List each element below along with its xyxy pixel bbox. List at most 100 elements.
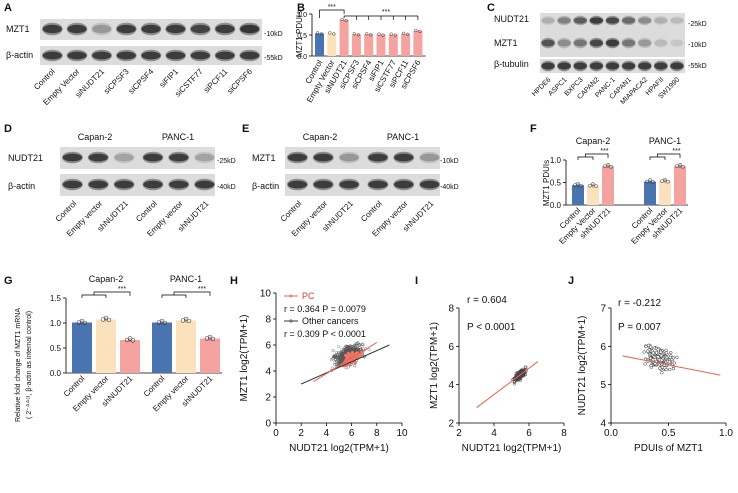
bar bbox=[327, 33, 337, 56]
band-actin bbox=[165, 49, 187, 62]
data-point bbox=[594, 184, 598, 188]
scatter-point bbox=[658, 366, 662, 370]
band-core bbox=[92, 51, 112, 60]
band-core bbox=[394, 180, 414, 189]
bar bbox=[401, 33, 411, 56]
scatter-point-other bbox=[335, 360, 339, 364]
group-label: PANC-1 bbox=[170, 274, 202, 284]
y-tick-label: 8 bbox=[448, 304, 454, 315]
scatter-point-other bbox=[355, 343, 359, 347]
bracket bbox=[81, 294, 107, 298]
band-core bbox=[622, 17, 636, 24]
band-core bbox=[166, 51, 186, 60]
scatter-point-other bbox=[337, 357, 341, 361]
y-tick-label: 4 bbox=[600, 419, 606, 430]
scatter-point-other bbox=[340, 355, 344, 359]
y-tick-label: 7 bbox=[600, 304, 606, 315]
sig-bracket bbox=[585, 153, 609, 158]
band-core bbox=[42, 51, 62, 60]
bar bbox=[659, 181, 671, 205]
stat-p: P = 0.007 bbox=[618, 322, 661, 333]
blot-label-actin: β-actin bbox=[8, 181, 35, 191]
lane-label: Control bbox=[134, 199, 159, 224]
band-mzt1 bbox=[605, 37, 620, 49]
band-target bbox=[142, 151, 164, 164]
sig-bracket bbox=[173, 291, 211, 296]
bar bbox=[376, 34, 386, 56]
band-nudt21 bbox=[573, 15, 588, 26]
y-axis-title: MZT1 log2(TPM+1) bbox=[429, 322, 440, 409]
x-axis-title: PDUIs of MZT1 bbox=[634, 443, 703, 454]
band-tubulin bbox=[621, 60, 636, 72]
y-tick-label: 6 bbox=[265, 341, 271, 352]
data-point bbox=[319, 32, 324, 36]
data-point bbox=[352, 32, 357, 36]
data-point bbox=[418, 29, 422, 34]
legend-label-pc: PC bbox=[302, 291, 315, 301]
band-core bbox=[622, 62, 636, 70]
band-mzt1 bbox=[66, 22, 88, 36]
data-point bbox=[332, 32, 336, 36]
scatter-point-other bbox=[336, 353, 340, 357]
band-target bbox=[87, 151, 109, 164]
panel-letter-h: H bbox=[230, 275, 238, 287]
panel-letter-c: C bbox=[487, 2, 495, 14]
band-mzt1 bbox=[140, 22, 162, 36]
group-label: PANC-1 bbox=[387, 132, 419, 142]
data-point bbox=[405, 32, 410, 36]
band-core bbox=[287, 153, 307, 162]
band-tubulin bbox=[573, 60, 588, 72]
band-target bbox=[367, 151, 389, 164]
band-core bbox=[215, 24, 235, 34]
data-point bbox=[124, 337, 130, 343]
y-axis-title: MZT1 log2(TPM+1) bbox=[239, 315, 250, 402]
marker-55kd: -55kD bbox=[264, 55, 283, 62]
band-tubulin bbox=[669, 60, 684, 72]
band-actin bbox=[312, 178, 334, 191]
band-core bbox=[557, 62, 571, 70]
scatter-point-other bbox=[339, 359, 343, 363]
band-nudt21 bbox=[557, 15, 572, 26]
band-mzt1 bbox=[239, 22, 260, 36]
panel-letter-j: J bbox=[568, 275, 575, 287]
bar bbox=[339, 19, 349, 57]
band-tubulin bbox=[557, 60, 572, 72]
bar bbox=[388, 34, 398, 56]
legend-marker-pc bbox=[289, 294, 293, 298]
legend-marker-other bbox=[289, 319, 293, 323]
y-tick-label: 0.5 bbox=[297, 33, 307, 40]
data-point bbox=[162, 320, 168, 326]
lane-label: siCPSF6 bbox=[225, 67, 254, 96]
y-tick-label: 6 bbox=[448, 342, 454, 353]
bracket bbox=[577, 156, 594, 160]
scatter-point bbox=[653, 357, 657, 362]
band-core bbox=[240, 51, 260, 60]
band-core bbox=[541, 39, 555, 47]
band-core bbox=[313, 180, 333, 189]
band-mzt1 bbox=[557, 37, 572, 49]
data-point bbox=[591, 182, 595, 186]
band-core bbox=[190, 24, 210, 34]
data-point bbox=[609, 164, 613, 169]
marker-bottom: -40kD bbox=[217, 184, 236, 191]
scatter-point-other bbox=[343, 346, 347, 350]
scatter-point-other bbox=[367, 348, 371, 352]
scatter-point bbox=[524, 365, 528, 369]
y-tick-label: 4 bbox=[265, 367, 271, 378]
scatter-point-other bbox=[356, 347, 360, 351]
panel-letter-f: F bbox=[530, 123, 537, 135]
blot-label-mzt1: MZT1 bbox=[252, 153, 276, 163]
blot-strip-top bbox=[60, 147, 215, 169]
data-point bbox=[377, 32, 381, 36]
band-nudt21 bbox=[589, 15, 604, 26]
band-core bbox=[638, 17, 652, 24]
scatter-point bbox=[660, 365, 665, 369]
x-tick-label: 4 bbox=[491, 428, 497, 439]
band-target bbox=[312, 151, 334, 164]
band-core bbox=[195, 153, 215, 162]
scatter-point bbox=[642, 350, 646, 354]
blot-label-nudt21: NUDT21 bbox=[494, 14, 529, 24]
band-core bbox=[589, 62, 603, 70]
band-core bbox=[606, 17, 619, 24]
